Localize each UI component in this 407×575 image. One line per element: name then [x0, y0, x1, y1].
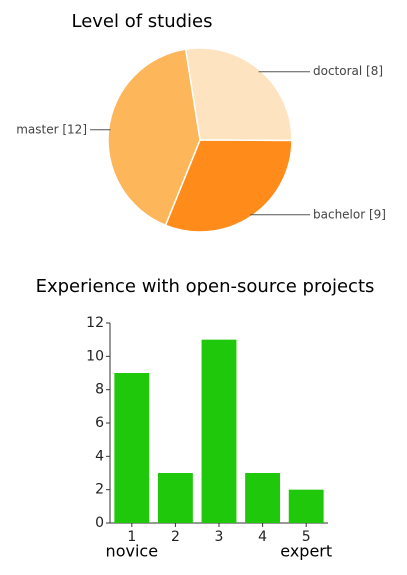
bar [288, 489, 324, 523]
x-tick-label: 4 [258, 529, 267, 545]
x-tick-label: 2 [171, 529, 180, 545]
chart-title: Experience with open-source projects [36, 276, 375, 297]
y-tick-label: 10 [86, 348, 104, 364]
y-tick-label: 8 [95, 382, 104, 398]
x-tick-label: 3 [215, 529, 224, 545]
bar [157, 473, 193, 523]
slice-label: bachelor [9] [313, 207, 386, 221]
pie-slice [164, 139, 293, 233]
bar [245, 473, 281, 523]
pie-slice [184, 47, 293, 142]
y-tick-label: 6 [95, 415, 104, 431]
y-tick-label: 4 [95, 448, 104, 464]
bar [201, 339, 237, 523]
bar [114, 373, 150, 523]
slice-label: master [12] [16, 122, 87, 136]
chart-title: Level of studies [71, 11, 212, 32]
y-tick-label: 12 [86, 315, 104, 331]
y-tick-label: 0 [95, 515, 104, 531]
category-note: novice [106, 542, 158, 561]
y-tick-label: 2 [95, 482, 104, 498]
x-tick-label: 5 [302, 529, 311, 545]
x-tick-label: 1 [127, 529, 136, 545]
category-note: expert [280, 542, 332, 561]
slice-label: doctoral [8] [313, 64, 383, 78]
